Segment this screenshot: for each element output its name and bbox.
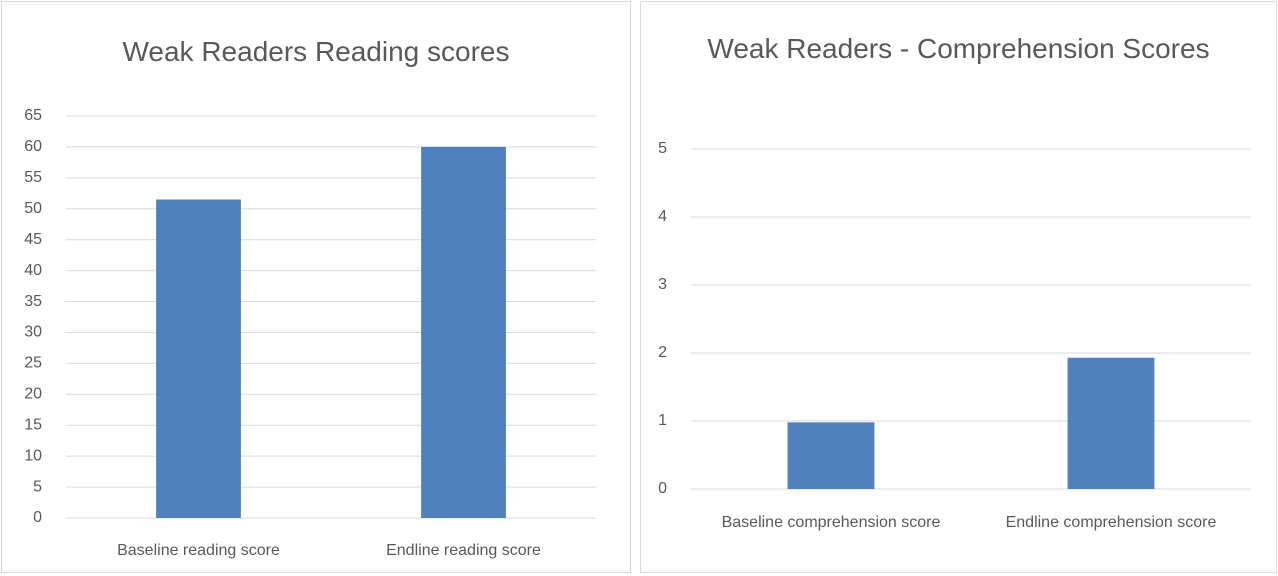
chart-title: Weak Readers Reading scores bbox=[122, 36, 510, 67]
y-tick-label: 10 bbox=[24, 447, 42, 464]
x-tick-label: Endline comprehension score bbox=[1005, 514, 1217, 531]
y-tick-label: 30 bbox=[24, 324, 42, 341]
y-tick-label: 20 bbox=[24, 386, 42, 403]
chart: 0 1 2 3 4 5 bbox=[658, 140, 1251, 497]
bar bbox=[787, 422, 875, 489]
y-tick-label: 60 bbox=[24, 138, 42, 155]
y-tick-label: 3 bbox=[658, 276, 667, 293]
x-tick-label: Baseline reading score bbox=[117, 542, 280, 559]
y-tick-label: 50 bbox=[24, 200, 42, 217]
chart: 0 5 10 15 20 25 30 35 40 45 50 55 60 65 bbox=[24, 107, 596, 526]
y-tick-label: 2 bbox=[658, 344, 667, 361]
x-tick-label: Endline reading score bbox=[386, 542, 541, 559]
y-tick-label: 0 bbox=[33, 509, 42, 526]
y-tick-label: 55 bbox=[24, 169, 42, 186]
y-tick-label: 25 bbox=[24, 355, 42, 372]
bar bbox=[421, 146, 506, 518]
y-tick-label: 45 bbox=[24, 231, 42, 248]
y-tick-label: 35 bbox=[24, 293, 42, 310]
chart-panel: 0 5 10 15 20 25 30 35 40 45 50 55 60 65 Weak Readers R… bbox=[1, 1, 631, 573]
y-tick-label: 0 bbox=[658, 480, 667, 497]
y-tick-label: 15 bbox=[24, 416, 42, 433]
y-tick-label: 40 bbox=[24, 262, 42, 279]
chart-title: Weak Readers - Comprehension Scores bbox=[707, 33, 1210, 64]
chart-panel: 0 1 2 3 4 5 Weak Readers - Comprehension Score… bbox=[640, 1, 1277, 573]
x-tick-label: Baseline comprehension score bbox=[721, 514, 941, 531]
y-tick-label: 5 bbox=[658, 140, 667, 157]
y-tick-label: 1 bbox=[658, 412, 667, 429]
y-tick-label: 5 bbox=[33, 478, 42, 495]
bar bbox=[1067, 357, 1155, 489]
y-tick-label: 4 bbox=[658, 208, 667, 225]
y-tick-label: 65 bbox=[24, 107, 42, 124]
bar bbox=[156, 199, 241, 518]
